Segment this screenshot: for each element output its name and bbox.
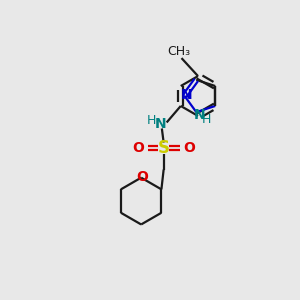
Text: N: N bbox=[194, 107, 205, 122]
Text: O: O bbox=[132, 141, 144, 155]
Text: O: O bbox=[183, 141, 195, 155]
Text: H: H bbox=[202, 113, 212, 126]
Text: S: S bbox=[158, 139, 170, 157]
Text: N: N bbox=[181, 88, 193, 102]
Text: O: O bbox=[136, 170, 148, 184]
Text: H: H bbox=[147, 115, 156, 128]
Text: CH₃: CH₃ bbox=[167, 45, 191, 58]
Text: N: N bbox=[155, 117, 167, 131]
